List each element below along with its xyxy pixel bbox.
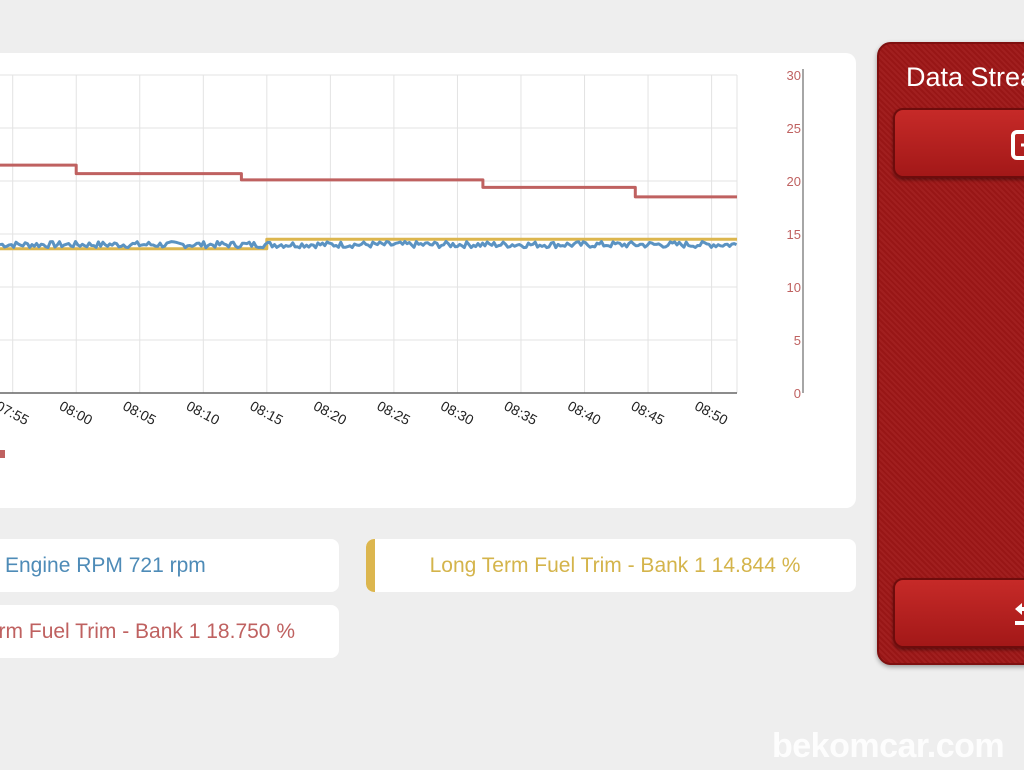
x-axis-tick-label: 08:25 bbox=[375, 398, 414, 429]
back-icon bbox=[1015, 603, 1024, 625]
x-axis-tick-label: 07:55 bbox=[0, 398, 32, 429]
x-axis-tick-label: 08:35 bbox=[502, 398, 541, 429]
line-chart: 0 5 10 15 20 25 30 07:55 08:00 08:05 08:10 08:15 08:… bbox=[0, 68, 804, 458]
y-axis-tick-label: 10 bbox=[787, 280, 801, 295]
x-axis-tick-label: 08:15 bbox=[247, 398, 286, 429]
x-axis-tick-label: 08:20 bbox=[311, 398, 350, 429]
watermark: bekomcar.com bbox=[772, 727, 1005, 765]
x-axis-tick-label: 08:05 bbox=[120, 398, 159, 429]
chart-card: 0 5 10 15 20 25 30 07:55 08:00 08:05 08:10 08:15 08:… bbox=[0, 53, 856, 508]
legend-long-term-fuel-trim[interactable]: Long Term Fuel Trim - Bank 1 14.844 % bbox=[366, 539, 856, 592]
x-axis-tick-label: 08:45 bbox=[629, 398, 668, 429]
x-axis-tick-label: 08:30 bbox=[438, 398, 477, 429]
y-axis-tick-label: 15 bbox=[787, 227, 801, 242]
x-axis-tick-label: 08:50 bbox=[692, 398, 731, 429]
x-axis-tick-label: 08:00 bbox=[57, 398, 96, 429]
series-line-engine-rpm bbox=[0, 240, 738, 250]
legend-engine-rpm-label: Engine RPM 721 rpm bbox=[5, 553, 206, 577]
legend-short-term-fuel-trim-label: Short Term Fuel Trim - Bank 1 18.750 % bbox=[0, 619, 295, 643]
legend-engine-rpm[interactable]: Engine RPM 721 rpm bbox=[0, 539, 339, 592]
y-axis-tick-label: 5 bbox=[794, 333, 801, 348]
legend-short-term-fuel-trim[interactable]: Short Term Fuel Trim - Bank 1 18.750 % bbox=[0, 605, 339, 658]
export-button[interactable] bbox=[893, 108, 1024, 178]
y-axis-tick-label: 25 bbox=[787, 121, 801, 136]
panel-title: Data Stream bbox=[906, 62, 1024, 92]
x-axis-tick-label: 08:10 bbox=[184, 398, 223, 429]
y-axis-tick-label: 30 bbox=[787, 68, 801, 83]
y-axis-tick-label: 0 bbox=[794, 386, 801, 401]
y-axis-tick-label: 20 bbox=[787, 174, 801, 189]
legend-long-term-fuel-trim-label: Long Term Fuel Trim - Bank 1 14.844 % bbox=[429, 553, 801, 577]
x-axis-tick-label: 08:40 bbox=[565, 398, 604, 429]
export-icon bbox=[1011, 130, 1024, 160]
legend-marker bbox=[0, 450, 5, 458]
data-stream-panel: Data Stream bbox=[877, 42, 1024, 665]
back-button[interactable] bbox=[893, 578, 1024, 648]
series-line-short-term-fuel-trim-bank-1 bbox=[0, 163, 737, 199]
